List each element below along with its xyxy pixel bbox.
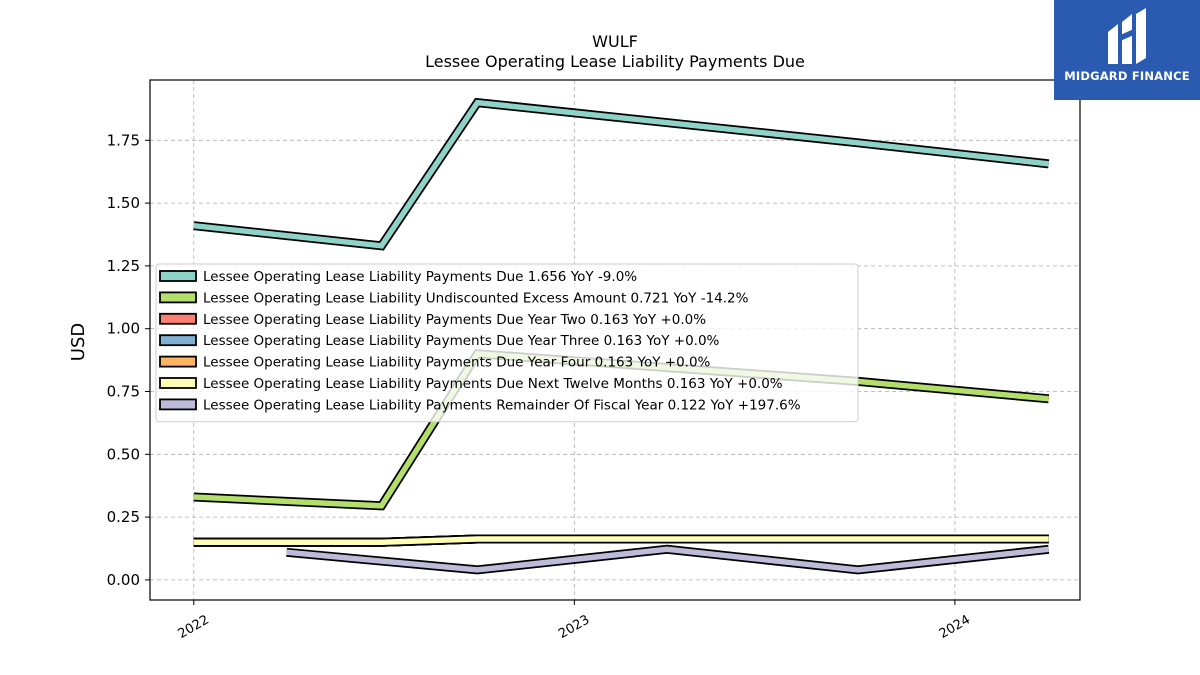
y-axis: 0.00 0.25 0.50 0.75 1.00 1.25 1.50 1.75 <box>107 131 150 589</box>
legend-item: Lessee Operating Lease Liability Payment… <box>159 376 783 392</box>
legend-box <box>155 263 859 423</box>
legend: Lessee Operating Lease Liability Payment… <box>155 263 859 423</box>
legend-item: Lessee Operating Lease Liability Payment… <box>159 355 711 371</box>
y-tick-label: 0.50 <box>107 445 140 463</box>
legend-swatch <box>159 377 197 389</box>
x-tick-label: 2023 <box>556 612 592 642</box>
legend-item: Lessee Operating Lease Liability Payment… <box>159 269 637 285</box>
y-axis-label: USD <box>68 323 89 361</box>
legend-label: Lessee Operating Lease Liability Payment… <box>203 397 801 413</box>
x-tick-label: 2022 <box>176 612 212 642</box>
series-line <box>193 534 1049 547</box>
series-layer <box>193 97 1050 575</box>
x-axis: 2022 2023 2024 <box>176 600 973 642</box>
y-tick-label: 1.00 <box>107 320 140 338</box>
legend-item: Lessee Operating Lease Liability Undisco… <box>159 290 749 306</box>
midgard-logo-icon <box>1108 8 1146 64</box>
brand-name: MIDGARD FINANCE <box>1064 69 1190 83</box>
series-line <box>193 97 1050 251</box>
chart-title: WULF <box>592 32 638 51</box>
y-tick-label: 1.50 <box>107 194 140 212</box>
legend-item: Lessee Operating Lease Liability Payment… <box>159 333 720 349</box>
legend-swatch <box>159 312 197 325</box>
series-line-outline <box>193 97 1050 251</box>
legend-swatch <box>159 270 197 282</box>
brand-logo: MIDGARD FINANCE <box>1054 0 1200 100</box>
legend-swatch <box>159 398 197 411</box>
legend-swatch <box>159 334 197 347</box>
legend-swatch <box>159 355 197 368</box>
y-tick-label: 0.75 <box>107 382 140 400</box>
series-line-stroke <box>193 536 1049 545</box>
y-tick-label: 1.25 <box>107 257 140 275</box>
legend-item: Lessee Operating Lease Liability Payment… <box>159 397 801 413</box>
x-tick-label: 2024 <box>937 612 973 642</box>
plot-frame <box>149 79 1081 601</box>
y-tick-label: 0.25 <box>107 508 140 526</box>
legend-label: Lessee Operating Lease Liability Payment… <box>203 312 706 328</box>
legend-label: Lessee Operating Lease Liability Undisco… <box>203 290 749 306</box>
chart-subtitle: Lessee Operating Lease Liability Payment… <box>425 52 805 71</box>
legend-label: Lessee Operating Lease Liability Payment… <box>203 355 711 371</box>
y-tick-label: 1.75 <box>107 131 140 149</box>
legend-swatch <box>159 291 197 304</box>
legend-label: Lessee Operating Lease Liability Payment… <box>203 333 720 349</box>
series-line-stroke <box>193 99 1050 249</box>
legend-item: Lessee Operating Lease Liability Payment… <box>159 312 706 328</box>
series-line-stroke <box>286 546 1049 573</box>
series-line <box>286 544 1050 575</box>
legend-label: Lessee Operating Lease Liability Payment… <box>203 376 783 392</box>
y-tick-label: 0.00 <box>107 571 140 589</box>
legend-label: Lessee Operating Lease Liability Payment… <box>203 269 637 285</box>
